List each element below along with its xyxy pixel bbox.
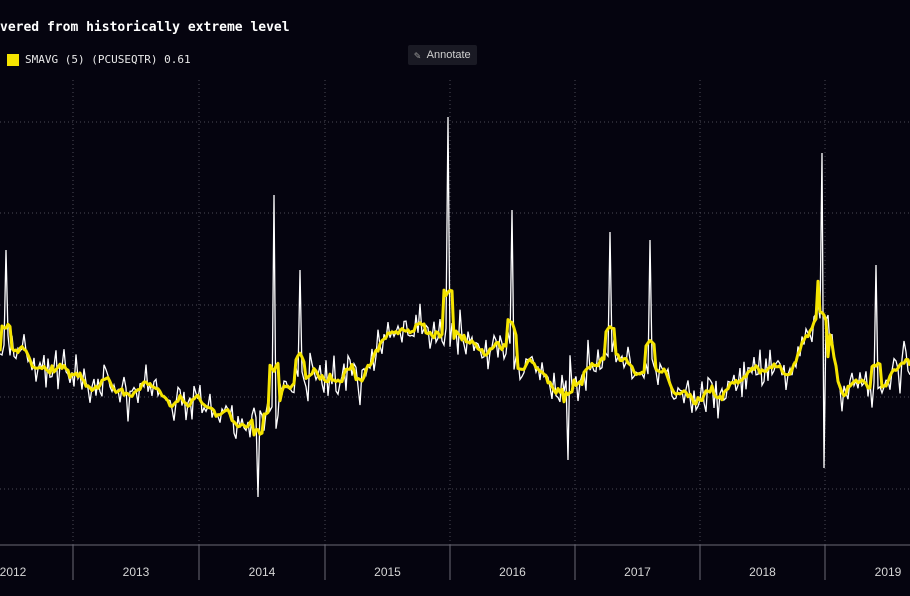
chart-title: vered from historically extreme level (0, 20, 290, 35)
annotate-button[interactable]: ✎ Annotate (408, 45, 477, 65)
legend: SMAVG (5) (PCUSEQTR) 0.61 (7, 53, 191, 66)
x-tick-label: 2016 (499, 565, 526, 579)
x-tick-label: 2018 (749, 565, 776, 579)
year-separators (72, 80, 826, 545)
x-tick-label: 2015 (374, 565, 401, 579)
x-tick-label: 2012 (0, 565, 27, 579)
pencil-icon: ✎ (414, 48, 421, 62)
x-axis-labels: 2012 2013 2014 2015 2016 2017 2018 2019 (0, 545, 902, 580)
x-tick-label: 2014 (249, 565, 276, 579)
gridlines (0, 121, 910, 490)
legend-swatch (7, 53, 19, 66)
raw-series-line (0, 116, 910, 498)
x-tick-label: 2019 (875, 565, 902, 579)
sma-series-line (0, 279, 910, 437)
legend-label: SMAVG (5) (PCUSEQTR) 0.61 (25, 53, 191, 66)
x-tick-label: 2013 (123, 565, 150, 579)
annotate-label: Annotate (426, 49, 471, 61)
x-tick-label: 2017 (624, 565, 651, 579)
